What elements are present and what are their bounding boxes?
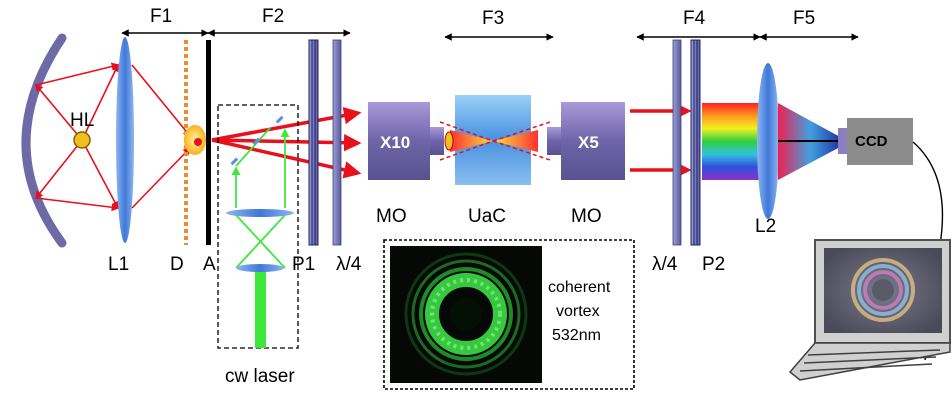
laser-mirror-upper: [276, 116, 284, 124]
lens-l2-label: L2: [755, 216, 776, 237]
inset-caption-line2: vortex: [556, 303, 600, 320]
section-label-f3: F3: [482, 8, 504, 29]
quarter-wave-2-label: λ/4: [652, 254, 678, 275]
laser-lens-upper: [226, 209, 294, 217]
objective-x10-tip: [430, 127, 444, 155]
quarter-wave-1-label: λ/4: [336, 254, 362, 275]
polarizer-p2-label: P2: [702, 254, 725, 275]
laser-beam: [255, 270, 266, 348]
sample-entry-spot: [445, 132, 453, 150]
objective-x5-mag: X5: [578, 133, 599, 152]
lamp-rays: [36, 65, 190, 208]
diffuser-label: D: [170, 254, 184, 275]
sample-label: UaC: [468, 206, 506, 227]
laser-lens-lower: [236, 264, 284, 272]
objective-left-label: MO: [376, 206, 407, 227]
lens-l1: [116, 37, 134, 243]
ccd-front: [838, 128, 847, 154]
inset-caption-line3: 532nm: [552, 327, 601, 344]
section-label-f2: F2: [262, 6, 284, 27]
halogen-lamp-icon: [74, 132, 90, 148]
quarter-wave-plate-1: [333, 40, 341, 245]
section-headers: F1 F2 F3 F4 F5: [122, 6, 858, 37]
aperture-label: A: [203, 254, 216, 275]
spectral-beam: [702, 103, 762, 180]
objective-x10-mag: X10: [380, 133, 410, 152]
section-label-f4: F4: [683, 8, 706, 29]
section-label-f5: F5: [793, 8, 815, 29]
lens-l2: [757, 63, 779, 219]
curved-reflector: [26, 38, 62, 243]
polarizer-p1: [309, 40, 318, 245]
polarizer-p2: [691, 40, 700, 245]
lamp-label: HL: [70, 110, 94, 131]
ccd-label: CCD: [855, 133, 888, 150]
lens-l1-label: L1: [108, 254, 129, 275]
section-label-f1: F1: [150, 6, 172, 27]
laser-beam-paths: [236, 128, 285, 268]
polarizer-p1-label: P1: [292, 254, 315, 275]
objective-x5-tip: [547, 127, 561, 155]
laptop-icon: [790, 240, 950, 380]
laser-label: cw laser: [225, 366, 295, 387]
inset-caption-line1: coherent: [548, 279, 611, 296]
objective-right-label: MO: [571, 206, 602, 227]
aperture-plate: [206, 40, 211, 245]
diffuser-red-spot: [194, 138, 202, 146]
quarter-wave-plate-2: [673, 40, 681, 245]
